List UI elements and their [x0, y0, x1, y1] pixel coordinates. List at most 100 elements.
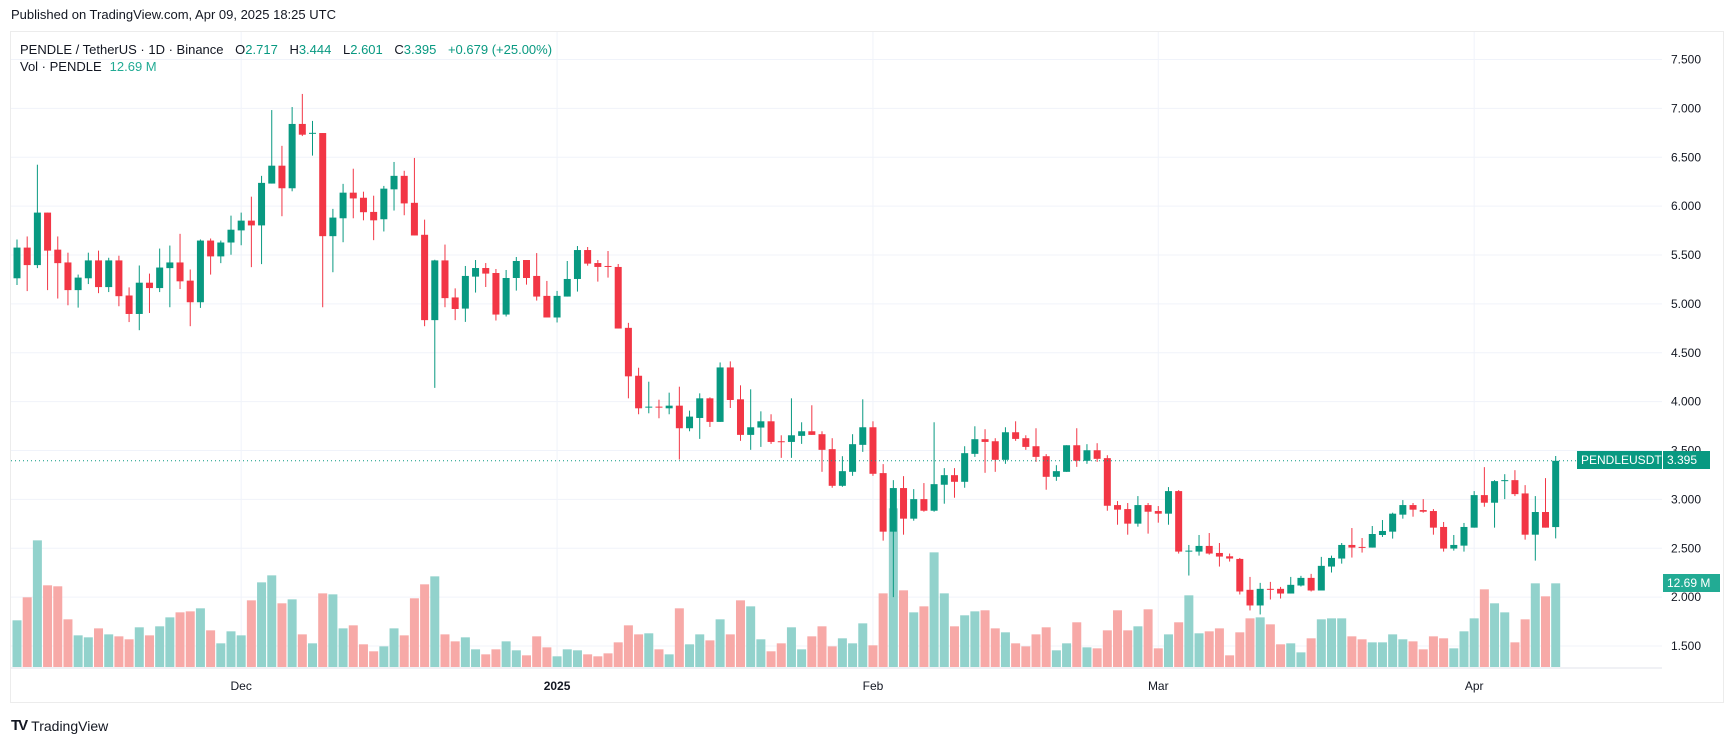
volume-value: 12.69 M [109, 59, 157, 74]
candle-body [370, 211, 378, 221]
candle-body [859, 427, 867, 445]
candle-body [1287, 584, 1295, 594]
candle-body [1378, 530, 1386, 535]
tradingview-logo[interactable]: TV TradingView [11, 717, 108, 734]
candle-body [410, 202, 418, 236]
y-tick-label: 7.500 [1671, 53, 1701, 67]
candle-body [736, 399, 744, 435]
candle-body [1480, 495, 1488, 503]
candle-body [1134, 505, 1142, 524]
candle-body [156, 267, 164, 289]
candle-body [1246, 589, 1254, 606]
volume-bar [715, 619, 725, 667]
candle-body [1511, 480, 1519, 495]
volume-bar [552, 656, 562, 667]
volume-bar [12, 620, 22, 667]
volume-bar [83, 637, 93, 667]
volume-bar [532, 636, 542, 667]
candle-body [390, 175, 398, 190]
volume-bar [1000, 632, 1010, 667]
candle-body [64, 262, 72, 291]
candle-body [1195, 545, 1203, 552]
volume-bar [1021, 646, 1031, 667]
candle-body [125, 295, 133, 314]
volume-bar [1428, 636, 1438, 667]
volume-bar [1051, 650, 1061, 667]
volume-bar [1541, 596, 1550, 667]
candle-body [716, 367, 724, 422]
x-tick-label: Apr [1465, 679, 1484, 693]
volume-bar [1286, 643, 1296, 667]
y-tick-label: 6.500 [1671, 150, 1701, 164]
volume-bar [1439, 638, 1449, 667]
candle-body [400, 175, 408, 204]
candle-body [298, 123, 306, 135]
open-label: O [235, 42, 246, 57]
volume-bar [1214, 628, 1224, 667]
candle-body [1073, 445, 1081, 461]
symbol-price-tag: PENDLEUSDT [1577, 451, 1662, 469]
candle-body [1338, 544, 1346, 559]
candle-body [268, 165, 276, 184]
volume-bar [165, 617, 175, 667]
candle-body [1215, 552, 1223, 557]
volume-bar [1163, 634, 1173, 667]
volume-bar [134, 627, 144, 667]
candle-body [105, 260, 113, 288]
candle-body [84, 260, 92, 279]
candle-body [808, 431, 816, 435]
volume-bar [1204, 631, 1214, 667]
volume-bar [43, 585, 53, 667]
candle-body [1531, 512, 1539, 535]
symbol-title[interactable]: PENDLE / TetherUS · 1D · Binance [20, 42, 224, 57]
volume-bar [735, 600, 745, 667]
candle-body [1501, 480, 1509, 482]
low-label: L [343, 42, 351, 57]
candle-body [665, 405, 673, 409]
candle-body [981, 439, 989, 442]
y-tick-label: 5.500 [1671, 248, 1701, 262]
volume-bar [175, 612, 185, 667]
volume-bar [1113, 610, 1123, 667]
volume-bar [155, 626, 165, 667]
volume-bar [1041, 627, 1051, 667]
candle-body [1093, 450, 1101, 459]
x-tick-label: Feb [863, 679, 884, 693]
volume-bar [1510, 642, 1520, 667]
candle-body [1542, 512, 1549, 528]
candle-body [1348, 544, 1356, 548]
volume-bar [328, 594, 338, 667]
candle-body [309, 132, 317, 134]
close-label: C [394, 42, 404, 57]
volume-bar [1184, 595, 1194, 667]
candle-body [1491, 481, 1499, 503]
brand-name: TradingView [31, 717, 109, 734]
volume-label[interactable]: Vol · PENDLE [20, 59, 102, 74]
volume-bar [338, 628, 348, 667]
volume-bar [695, 634, 705, 667]
candle-body [828, 449, 836, 486]
y-tick-label: 1.500 [1671, 639, 1701, 653]
volume-bar [878, 593, 888, 667]
candle-body [1368, 534, 1376, 548]
open-value: 2.717 [245, 42, 278, 57]
volume-bar [522, 655, 531, 667]
volume-bar [705, 640, 715, 667]
candle-body [166, 262, 174, 269]
volume-bar [776, 643, 786, 667]
candle-body [573, 250, 581, 279]
candle-body [258, 182, 266, 226]
candle-body [44, 212, 52, 251]
volume-bar [664, 654, 674, 667]
volume-bar [1347, 636, 1357, 667]
candle-body [1175, 491, 1183, 552]
candle-body [1052, 471, 1060, 477]
candle-body [1022, 438, 1030, 447]
volume-bar [1245, 618, 1255, 667]
volume-bar [1225, 655, 1235, 667]
volume-bar [236, 635, 246, 667]
volume-bar [623, 625, 633, 667]
candle-body [920, 499, 928, 511]
volume-bar [511, 650, 521, 667]
